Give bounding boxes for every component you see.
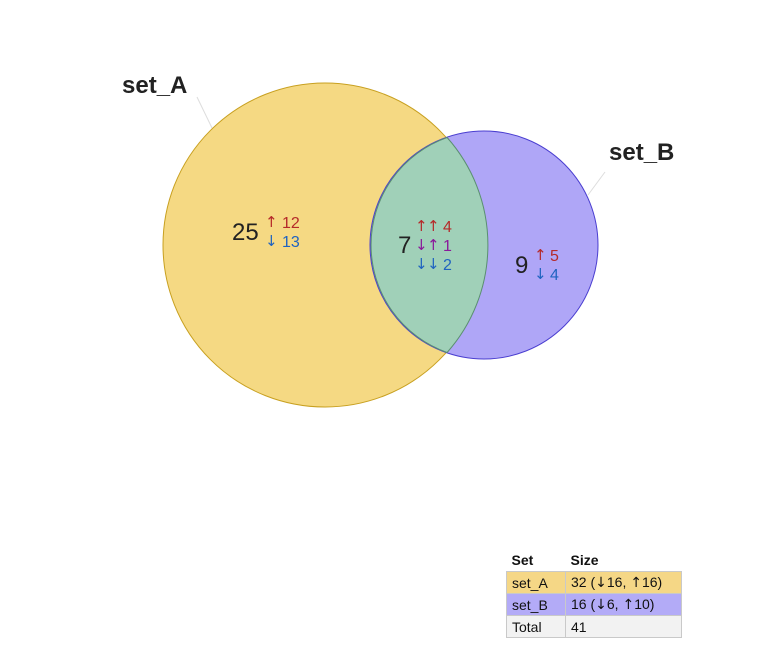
- only-b-up-count: 5: [550, 248, 559, 265]
- arrow-up-icon: ↑: [265, 213, 278, 231]
- total-value: 41: [565, 615, 682, 638]
- arrow-up-icon: ↑: [630, 575, 642, 591]
- arrow-down-icon: ↓: [534, 265, 547, 283]
- row-set-name: set_A: [506, 571, 566, 594]
- overlap-down-down-count: 2: [443, 257, 452, 274]
- set-a-leader-line: [196, 96, 213, 129]
- set-b-label: set_B: [609, 139, 674, 166]
- only-b-down-count: 4: [550, 267, 559, 284]
- overlap-count: 7: [398, 232, 411, 259]
- venn-diagram: set_A set_B 25 ↑ 12 ↓ 13 7 ↑ ↑ 4 ↓ ↑ 1 ↓…: [122, 72, 674, 408]
- table-row: set_A 32 (↓16, ↑16): [506, 571, 682, 594]
- only-a-up-count: 12: [282, 215, 300, 232]
- header-size: Size: [570, 552, 599, 568]
- only-a-down-count: 13: [282, 234, 300, 251]
- total-label: Total: [506, 615, 566, 638]
- only-b-count: 9: [515, 252, 528, 279]
- arrow-down-icon: ↓: [415, 236, 428, 254]
- table-total-row: Total 41: [506, 615, 682, 638]
- table-row: set_B 16 (↓6, ↑10): [506, 593, 682, 616]
- set-size-table: Set Size set_A 32 (↓16, ↑16) set_B 16 (↓…: [506, 549, 682, 638]
- overlap-up-up-count: 4: [443, 219, 452, 236]
- arrow-up-icon: ↑: [622, 597, 635, 613]
- set-a-label: set_A: [122, 72, 187, 99]
- table-header-row: Set Size: [507, 549, 682, 572]
- arrow-up-icon: ↑: [427, 236, 440, 254]
- arrow-down-icon: ↓: [427, 255, 440, 273]
- arrow-down-icon: ↓: [415, 255, 428, 273]
- overlap-region: [370, 136, 489, 354]
- set-b-leader-line: [587, 171, 606, 196]
- arrow-down-icon: ↓: [595, 575, 607, 591]
- only-a-count: 25: [232, 219, 259, 246]
- arrow-up-icon: ↑: [415, 217, 428, 235]
- row-size: 32 (↓16, ↑16): [565, 571, 682, 594]
- arrow-down-icon: ↓: [265, 232, 278, 250]
- overlap-down-up-count: 1: [443, 238, 452, 255]
- row-set-name: set_B: [506, 593, 566, 616]
- row-size: 16 (↓6, ↑10): [565, 593, 682, 616]
- header-set: Set: [511, 552, 534, 568]
- arrow-up-icon: ↑: [427, 217, 440, 235]
- arrow-down-icon: ↓: [595, 597, 607, 613]
- arrow-up-icon: ↑: [534, 246, 547, 264]
